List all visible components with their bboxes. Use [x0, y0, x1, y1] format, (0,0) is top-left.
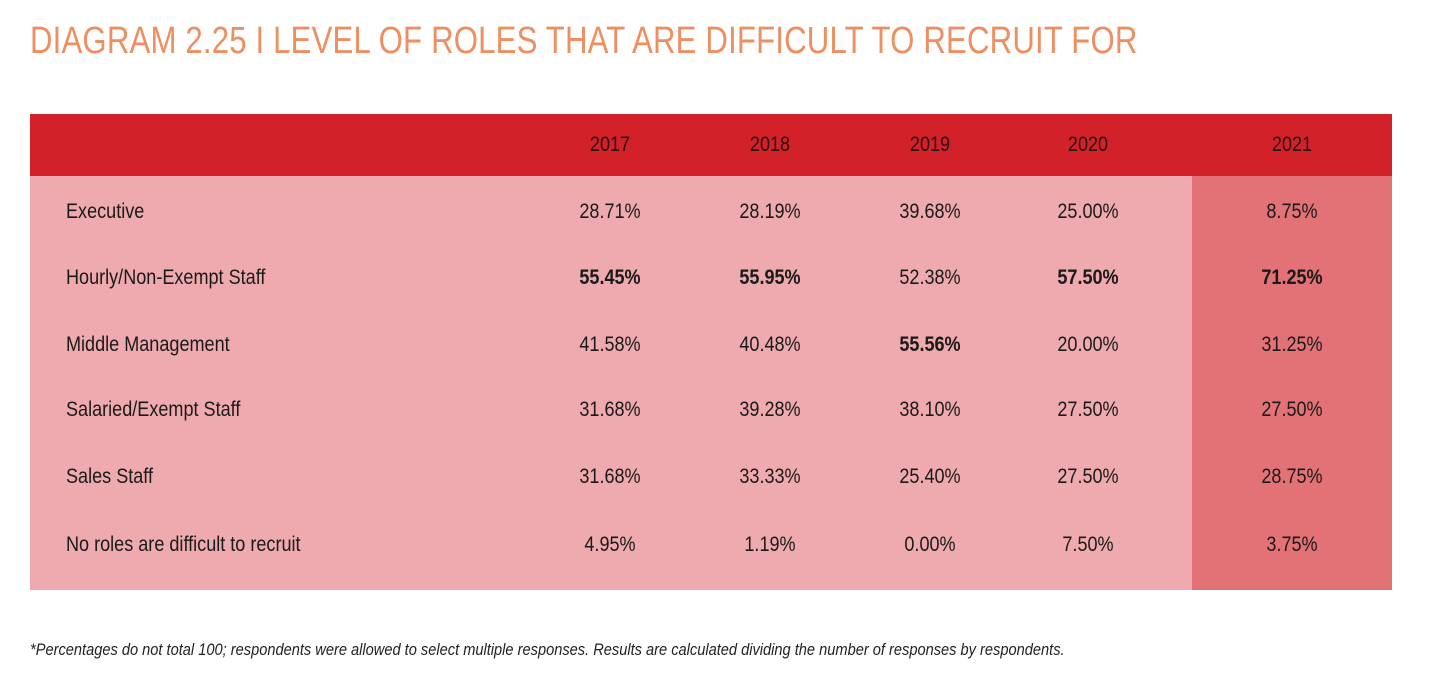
table-cell: 55.56% [899, 333, 961, 356]
diagram-title: DIAGRAM 2.25 I LEVEL OF ROLES THAT ARE D… [30, 20, 1138, 62]
table-cell: 25.40% [899, 465, 961, 488]
column-header-2021: 2021 [1271, 133, 1313, 156]
table-cell: 41.58% [579, 333, 641, 356]
table-cell: 7.50% [1062, 533, 1114, 556]
table-header-row [30, 114, 1392, 176]
table-cell: 28.19% [739, 200, 801, 223]
table-cell: 39.68% [899, 200, 961, 223]
footnote: *Percentages do not total 100; responden… [30, 640, 1065, 659]
table-cell: 27.50% [1261, 398, 1323, 421]
table-cell: 38.10% [899, 398, 961, 421]
table-cell: 55.95% [739, 266, 801, 289]
column-header-2017: 2017 [589, 133, 631, 156]
table-cell: 31.68% [579, 398, 641, 421]
table-cell: 20.00% [1057, 333, 1119, 356]
table-cell: 52.38% [899, 266, 961, 289]
row-label: Salaried/Exempt Staff [66, 398, 241, 421]
row-label: Hourly/Non-Exempt Staff [66, 266, 266, 289]
row-label: No roles are difficult to recruit [66, 533, 301, 556]
table-cell: 33.33% [739, 465, 801, 488]
table-cell: 25.00% [1057, 200, 1119, 223]
table-cell: 31.25% [1261, 333, 1323, 356]
data-table: 2017 2018 2019 2020 2021 Executive 28.71% 28.19… [30, 114, 1392, 590]
table-cell: 3.75% [1266, 533, 1318, 556]
table-cell: 27.50% [1057, 465, 1119, 488]
table-cell: 4.95% [584, 533, 636, 556]
row-label: Middle Management [66, 333, 230, 356]
table-cell: 39.28% [739, 398, 801, 421]
table-cell: 31.68% [579, 465, 641, 488]
row-label: Executive [66, 200, 145, 223]
table-cell: 1.19% [744, 533, 796, 556]
table-cell: 57.50% [1057, 266, 1119, 289]
table-cell: 28.71% [579, 200, 641, 223]
column-header-2019: 2019 [909, 133, 951, 156]
table-cell: 0.00% [904, 533, 956, 556]
column-header-2020: 2020 [1067, 133, 1109, 156]
table-cell: 40.48% [739, 333, 801, 356]
table-cell: 28.75% [1261, 465, 1323, 488]
table-cell: 55.45% [579, 266, 641, 289]
table-cell: 71.25% [1261, 266, 1323, 289]
table-cell: 27.50% [1057, 398, 1119, 421]
table-cell: 8.75% [1266, 200, 1318, 223]
highlight-column-2021 [1192, 176, 1392, 590]
column-header-2018: 2018 [749, 133, 791, 156]
row-label: Sales Staff [66, 465, 154, 488]
